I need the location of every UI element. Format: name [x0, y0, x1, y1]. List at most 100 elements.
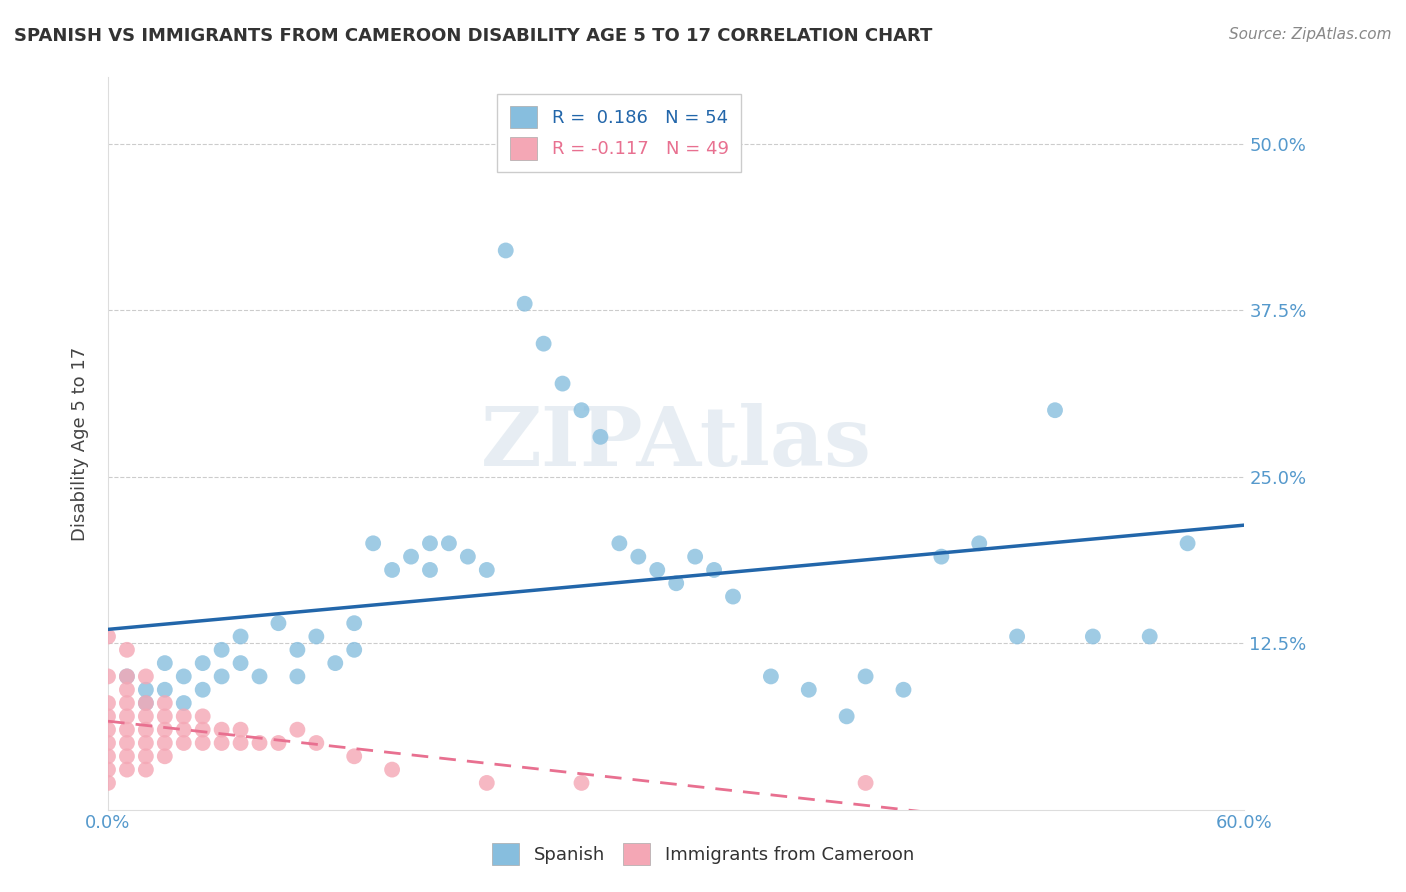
Point: [211, 736, 233, 750]
Point: [211, 669, 233, 683]
Point: [1043, 403, 1066, 417]
Point: [115, 709, 138, 723]
Point: [287, 642, 309, 657]
Legend: R =  0.186   N = 54, R = -0.117   N = 49: R = 0.186 N = 54, R = -0.117 N = 49: [498, 94, 741, 172]
Point: [173, 736, 195, 750]
Point: [495, 244, 517, 258]
Point: [135, 763, 157, 777]
Point: [381, 763, 404, 777]
Point: [437, 536, 460, 550]
Point: [287, 723, 309, 737]
Point: [135, 682, 157, 697]
Point: [97, 696, 120, 710]
Point: [721, 590, 744, 604]
Text: SPANISH VS IMMIGRANTS FROM CAMEROON DISABILITY AGE 5 TO 17 CORRELATION CHART: SPANISH VS IMMIGRANTS FROM CAMEROON DISA…: [14, 27, 932, 45]
Point: [115, 669, 138, 683]
Point: [323, 656, 346, 670]
Point: [419, 563, 441, 577]
Point: [551, 376, 574, 391]
Point: [797, 682, 820, 697]
Point: [589, 430, 612, 444]
Point: [305, 736, 328, 750]
Point: [97, 723, 120, 737]
Point: [967, 536, 990, 550]
Point: [173, 723, 195, 737]
Text: ZIPAtlas: ZIPAtlas: [481, 403, 872, 483]
Point: [97, 709, 120, 723]
Point: [153, 709, 176, 723]
Point: [173, 696, 195, 710]
Point: [115, 696, 138, 710]
Point: [97, 736, 120, 750]
Point: [419, 536, 441, 550]
Point: [229, 656, 252, 670]
Point: [305, 630, 328, 644]
Point: [645, 563, 668, 577]
Point: [361, 536, 384, 550]
Point: [173, 669, 195, 683]
Point: [513, 296, 536, 310]
Point: [191, 682, 214, 697]
Point: [399, 549, 422, 564]
Y-axis label: Disability Age 5 to 17: Disability Age 5 to 17: [72, 346, 89, 541]
Point: [571, 776, 593, 790]
Point: [135, 696, 157, 710]
Point: [665, 576, 688, 591]
Point: [475, 563, 498, 577]
Point: [153, 736, 176, 750]
Point: [1005, 630, 1028, 644]
Point: [211, 642, 233, 657]
Point: [1139, 630, 1161, 644]
Point: [287, 669, 309, 683]
Point: [115, 723, 138, 737]
Point: [759, 669, 782, 683]
Point: [153, 656, 176, 670]
Point: [381, 563, 404, 577]
Point: [115, 669, 138, 683]
Point: [475, 776, 498, 790]
Point: [609, 536, 631, 550]
Legend: Spanish, Immigrants from Cameroon: Spanish, Immigrants from Cameroon: [484, 834, 922, 874]
Point: [97, 763, 120, 777]
Point: [97, 669, 120, 683]
Point: [457, 549, 479, 564]
Point: [115, 682, 138, 697]
Point: [153, 749, 176, 764]
Point: [191, 656, 214, 670]
Point: [267, 616, 290, 631]
Point: [249, 736, 271, 750]
Point: [249, 669, 271, 683]
Point: [97, 630, 120, 644]
Point: [835, 709, 858, 723]
Point: [533, 336, 555, 351]
Point: [229, 736, 252, 750]
Point: [191, 736, 214, 750]
Point: [115, 642, 138, 657]
Point: [97, 776, 120, 790]
Point: [135, 696, 157, 710]
Point: [191, 709, 214, 723]
Point: [97, 749, 120, 764]
Point: [229, 630, 252, 644]
Point: [627, 549, 650, 564]
Point: [893, 682, 915, 697]
Point: [153, 723, 176, 737]
Point: [211, 723, 233, 737]
Point: [855, 669, 877, 683]
Point: [229, 723, 252, 737]
Point: [153, 682, 176, 697]
Point: [1081, 630, 1104, 644]
Point: [135, 749, 157, 764]
Point: [115, 749, 138, 764]
Point: [855, 776, 877, 790]
Point: [1177, 536, 1199, 550]
Point: [683, 549, 706, 564]
Point: [703, 563, 725, 577]
Point: [115, 736, 138, 750]
Point: [343, 616, 366, 631]
Point: [267, 736, 290, 750]
Point: [135, 669, 157, 683]
Point: [191, 723, 214, 737]
Text: Source: ZipAtlas.com: Source: ZipAtlas.com: [1229, 27, 1392, 42]
Point: [153, 696, 176, 710]
